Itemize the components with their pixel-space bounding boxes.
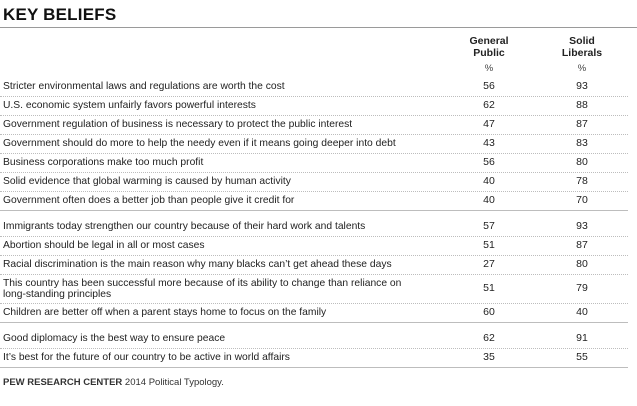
value-solid-liberals: 80 <box>576 258 588 270</box>
row-divider <box>0 255 628 256</box>
source-org: PEW RESEARCH CENTER <box>3 377 123 388</box>
value-solid-liberals: 55 <box>576 351 588 363</box>
column-header-general-public: General Public <box>454 35 524 59</box>
unit-label-solid-liberals: % <box>577 63 587 74</box>
value-general-public: 40 <box>483 194 495 206</box>
column-header-general-public-line2: Public <box>473 46 505 59</box>
value-solid-liberals: 93 <box>576 220 588 232</box>
value-solid-liberals: 91 <box>576 332 588 344</box>
value-solid-liberals: 79 <box>576 282 588 294</box>
title-divider <box>0 27 637 28</box>
value-solid-liberals: 87 <box>576 239 588 251</box>
value-general-public: 57 <box>483 220 495 232</box>
row-label: Government often does a better job than … <box>3 195 295 206</box>
row-label: This country has been successful more be… <box>3 277 402 300</box>
row-divider <box>0 172 628 173</box>
row-divider <box>0 348 628 349</box>
value-general-public: 51 <box>483 239 495 251</box>
row-divider <box>0 153 628 154</box>
row-label: Immigrants today strengthen our country … <box>3 221 366 232</box>
row-divider <box>0 191 628 192</box>
group-divider <box>0 210 628 211</box>
value-general-public: 62 <box>483 332 495 344</box>
row-label: Government regulation of business is nec… <box>3 119 353 130</box>
row-label: Solid evidence that global warming is ca… <box>3 176 291 187</box>
row-divider <box>0 134 628 135</box>
value-general-public: 47 <box>483 118 495 130</box>
value-general-public: 35 <box>483 351 495 363</box>
column-header-solid-liberals: Solid Liberals <box>547 35 617 59</box>
value-solid-liberals: 88 <box>576 99 588 111</box>
value-solid-liberals: 78 <box>576 175 588 187</box>
row-label: Stricter environmental laws and regulati… <box>3 81 285 92</box>
value-general-public: 56 <box>483 156 495 168</box>
value-general-public: 62 <box>483 99 495 111</box>
group-divider <box>0 322 628 323</box>
row-label: It’s best for the future of our country … <box>3 352 290 363</box>
row-label: Children are better off when a parent st… <box>3 307 327 318</box>
row-label: Abortion should be legal in all or most … <box>3 240 205 251</box>
value-solid-liberals: 87 <box>576 118 588 130</box>
row-divider <box>0 274 628 275</box>
column-header-solid-liberals-line2: Liberals <box>561 46 603 59</box>
value-general-public: 51 <box>483 282 495 294</box>
row-divider <box>0 236 628 237</box>
value-general-public: 43 <box>483 137 495 149</box>
source-detail: 2014 Political Typology. <box>122 377 224 388</box>
value-solid-liberals: 93 <box>576 80 588 92</box>
chart-title: KEY BELIEFS <box>3 5 117 24</box>
group-divider <box>0 367 628 368</box>
column-header-general-public-line1: General <box>469 35 509 47</box>
value-solid-liberals: 40 <box>576 306 588 318</box>
row-label: Racial discrimination is the main reason… <box>3 259 392 270</box>
row-label: Government should do more to help the ne… <box>3 138 396 149</box>
unit-label-general-public: % <box>484 63 494 74</box>
value-solid-liberals: 80 <box>576 156 588 168</box>
row-label: Business corporations make too much prof… <box>3 157 204 168</box>
source-note: PEW RESEARCH CENTER 2014 Political Typol… <box>3 377 224 388</box>
value-general-public: 40 <box>483 175 495 187</box>
row-divider <box>0 96 628 97</box>
row-label: U.S. economic system unfairly favors pow… <box>3 100 256 111</box>
value-general-public: 60 <box>483 306 495 318</box>
row-divider <box>0 115 628 116</box>
row-label: Good diplomacy is the best way to ensure… <box>3 333 226 344</box>
column-header-solid-liberals-line1: Solid <box>569 35 595 47</box>
value-solid-liberals: 70 <box>576 194 588 206</box>
value-solid-liberals: 83 <box>576 137 588 149</box>
row-divider <box>0 303 628 304</box>
value-general-public: 56 <box>483 80 495 92</box>
value-general-public: 27 <box>483 258 495 270</box>
